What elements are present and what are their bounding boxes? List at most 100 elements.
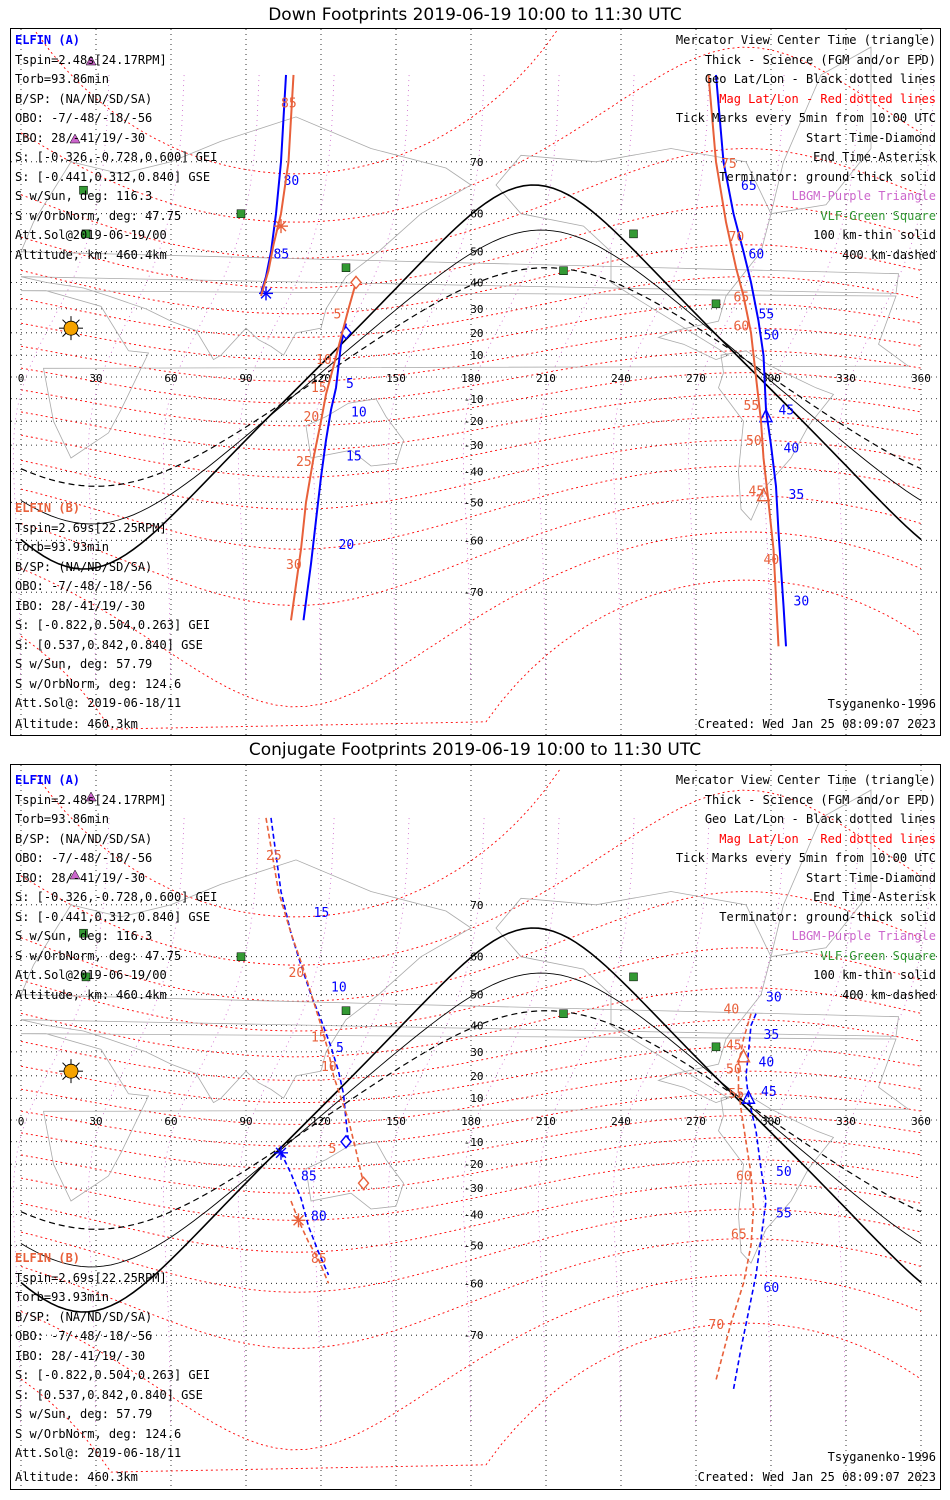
- mag-lon-line: [87, 817, 185, 1423]
- lon-tick-label: 30: [89, 372, 102, 385]
- lon-tick-label: 330: [836, 372, 856, 385]
- track-b-conj-n: [265, 817, 365, 1184]
- legend-item: Terminator: ground-thick solid: [719, 169, 936, 184]
- elfin-a-line: OBO: -7/-48/-18/-56: [15, 851, 153, 865]
- mag-lon-line: [837, 817, 935, 1423]
- mag-lon-line: [687, 817, 785, 1423]
- elfin-b-line: S w/OrbNorm, deg: 124.6: [15, 1426, 182, 1441]
- elfin-a-line: Torb=93.86min: [15, 812, 109, 826]
- legend-item: Mercator View Center Time (triangle): [675, 773, 936, 787]
- tick-label: 70: [729, 230, 745, 245]
- green-square-icon: [79, 185, 88, 195]
- lat-tick-label: -30: [464, 439, 484, 452]
- tick-label: 35: [764, 1028, 780, 1043]
- legend-item: Tick Marks every 5min from 10:00 UTC: [675, 851, 936, 865]
- lon-tick-label: 0: [18, 372, 25, 385]
- tick-label: 85: [281, 97, 297, 112]
- elfin-a-line: Altitude, km: 460.4km: [15, 987, 167, 1002]
- elfin-b-line: IBO: 28/-41/19/-30: [15, 1348, 146, 1363]
- tick-label: 10: [316, 353, 332, 368]
- tick-label: 20: [339, 538, 355, 553]
- lon-tick-label: 300: [761, 1115, 781, 1128]
- lat-tick-label: -40: [464, 466, 484, 479]
- vlf-stations: [79, 928, 721, 1052]
- mag-lat-line: [20, 1238, 922, 1349]
- green-square-icon: [81, 229, 91, 239]
- tick-label: 85: [311, 1252, 327, 1267]
- elfin-b-info: ELFIN (B) Tspin=2.69s[22.25RPM] Torb=93.…: [15, 499, 210, 714]
- lon-tick-label: 180: [461, 372, 481, 385]
- continent-outline: [495, 891, 772, 1104]
- green-square-icon: [629, 229, 638, 239]
- track-b-conj-s: [290, 1200, 330, 1284]
- mag-lat-line: [20, 204, 922, 289]
- continent-outline: [20, 1033, 910, 1202]
- lat-tick-label: 50: [470, 246, 483, 259]
- tick-label: 20: [304, 410, 320, 425]
- view-center-triangle-icon: [756, 487, 771, 502]
- lon-tick-label: 150: [386, 372, 406, 385]
- legend-item: Terminator: ground-thick solid: [719, 909, 936, 924]
- elfin-b-line: S w/OrbNorm, deg: 124.6: [15, 676, 182, 691]
- tick-label: 65: [734, 290, 750, 305]
- lat-tick-label: -60: [464, 1277, 484, 1290]
- tick-label: 60: [736, 1170, 752, 1185]
- purple-triangle-icons: [69, 55, 97, 144]
- tick-label: 70: [709, 1318, 725, 1333]
- green-square-icon: [236, 209, 246, 218]
- elfin-b-header: ELFIN (B): [15, 501, 81, 515]
- tick-label: 55: [744, 399, 760, 414]
- continent-outline: [305, 398, 404, 467]
- mag-lat-line: [20, 372, 922, 427]
- legend-item: Mag Lat/Lon - Red dotted lines: [719, 831, 936, 846]
- green-square-icon: [711, 299, 721, 309]
- lon-tick-label: 30: [89, 1115, 102, 1128]
- lat-tick-label: -10: [464, 393, 484, 406]
- tick-label: 5: [334, 308, 342, 323]
- terminator-line: [20, 267, 922, 487]
- terminator-line: [20, 927, 922, 1313]
- conjugate-footprints-map: 0 30 60 90 120 150 180 210 240 270 300 330 360 70 60 50…: [11, 765, 940, 1489]
- green-square-icon: [559, 266, 568, 275]
- elfin-a-info-2: ELFIN (A) Tspin=2.48s[24.17RPM] Torb=93.…: [15, 771, 217, 1005]
- tick-label: 25: [296, 455, 312, 470]
- legend-item: Thick - Science (FGM and/or EPD): [704, 52, 936, 67]
- elfin-b-line: OBO: -7/-48/-18/-56: [15, 579, 153, 593]
- terminator-line: [20, 1010, 922, 1230]
- tick-label: 30: [766, 990, 782, 1005]
- tick-label: 10: [331, 980, 347, 995]
- lon-tick-label: 90: [239, 1115, 252, 1128]
- tick-label: 40: [764, 553, 780, 568]
- elfin-a-line: S w/OrbNorm, deg: 47.75: [15, 948, 182, 963]
- green-square-icon: [341, 1006, 351, 1015]
- lat-tick-label: 10: [470, 1092, 483, 1105]
- elfin-a-line: Tspin=2.48s[24.17RPM]: [15, 792, 167, 807]
- terminator: [20, 184, 922, 570]
- mag-lat-line: [20, 1274, 922, 1451]
- mag-lon-line: [612, 74, 710, 680]
- elfin-a-line: OBO: -7/-48/-18/-56: [15, 111, 153, 125]
- lat-tick-label: 20: [470, 1070, 483, 1083]
- mag-lon-line: [537, 817, 635, 1423]
- lat-tick-label: -50: [464, 496, 484, 509]
- mag-lon-line: [312, 74, 410, 680]
- lat-tick-label: -70: [464, 1329, 484, 1342]
- tick-label: 75: [721, 157, 737, 172]
- green-square-icon: [629, 972, 638, 982]
- lat-tick-label: -10: [464, 1136, 484, 1149]
- start-diamond-icon: [350, 275, 362, 290]
- lat-tick-label: 20: [470, 327, 483, 340]
- elfin-a-line: Tspin=2.48s[24.17RPM]: [15, 52, 167, 67]
- legend-item: Geo Lat/Lon - Black dotted lines: [704, 812, 936, 826]
- mag-lat-line: [20, 1070, 922, 1125]
- mag-lat-line: [20, 891, 922, 1002]
- elfin-a-line: S w/Sun, deg: 116.3: [15, 189, 153, 203]
- tick-label: 60: [734, 319, 750, 334]
- elfin-b-line: Att.Sol@: 2019-06-18/11: [15, 696, 182, 710]
- legend-item: End Time-Asterisk: [813, 150, 936, 164]
- legend-item: VLF-Green Square: [820, 208, 936, 223]
- elfin-b-line: S: [-0.822,0.504,0.263] GEI: [15, 1368, 211, 1382]
- lon-tick-label: 360: [911, 372, 931, 385]
- elfin-b-line: Att.Sol@: 2019-06-18/11: [15, 1446, 182, 1460]
- conjugate-footprints-panel: 0 30 60 90 120 150 180 210 240 270 300 330 360 70 60 50…: [10, 764, 941, 1490]
